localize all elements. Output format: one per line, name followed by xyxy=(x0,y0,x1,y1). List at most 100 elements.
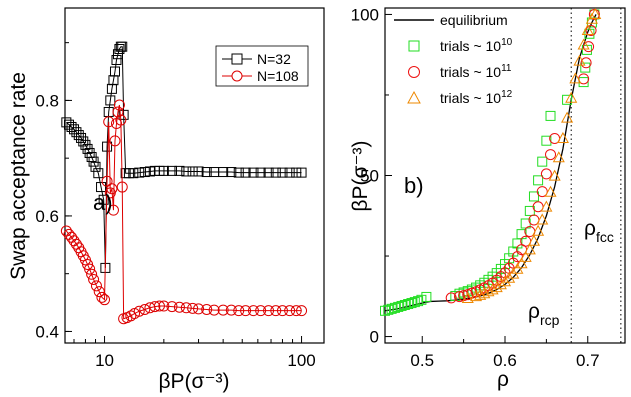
panel-a-swap-acceptance: 10 100 0.4 0.6 0.8 a) βP(σ⁻³) Swap acceptanc… xyxy=(7,7,325,393)
series-n108-point xyxy=(153,300,165,312)
series-trials-1e11-point xyxy=(583,41,595,53)
series-n108-point xyxy=(103,116,115,128)
series-equilibrium-line xyxy=(384,14,597,312)
panel-b-equation-of-state: 0.5 0.6 0.7 0 50 100 b) ρ βP(σ⁻³) ρrcp ρfcc e… xyxy=(349,5,626,391)
series-trials-1e12-point xyxy=(540,200,553,212)
panel-b-y-tick-label: 0 xyxy=(370,328,379,347)
series-trials-1e12-point xyxy=(494,278,507,290)
series-n32-point xyxy=(134,167,145,178)
series-n108-point xyxy=(84,263,96,275)
series-trials-1e12-point xyxy=(461,292,474,304)
legend-trials-1e11-marker xyxy=(408,66,420,78)
series-trials-1e11-point xyxy=(536,186,548,198)
series-n108-point xyxy=(263,305,275,317)
series-n108-point xyxy=(93,286,105,298)
series-trials-1e12-point xyxy=(532,224,545,236)
series-n108-point xyxy=(166,301,178,313)
panel-a-y-tick-label: 0.8 xyxy=(35,91,59,110)
series-n32-point xyxy=(117,41,128,52)
series-trials-1e10-point xyxy=(584,28,595,39)
series-trials-1e10-point xyxy=(399,299,410,310)
series-trials-1e12-point xyxy=(519,250,532,262)
series-trials-1e10-point xyxy=(383,304,394,315)
series-trials-1e12-point xyxy=(548,169,561,181)
series-trials-1e11-point xyxy=(495,271,507,283)
series-n108-point xyxy=(255,305,267,317)
series-trials-1e12-point xyxy=(503,271,516,283)
series-n108-point xyxy=(90,280,102,292)
series-n32-point xyxy=(90,161,101,172)
panel-b-y-tick-label: 50 xyxy=(360,167,379,186)
series-n32-point xyxy=(187,166,198,177)
series-n108-point xyxy=(225,304,237,316)
legend-trials-1e10-marker xyxy=(408,40,420,52)
panel-a-x-tick-label: 10 xyxy=(95,351,114,370)
series-trials-1e12-point xyxy=(573,54,586,66)
series-n108-point xyxy=(139,304,151,315)
series-trials-1e12-point xyxy=(498,275,512,287)
series-trials-1e12-point xyxy=(490,281,503,293)
series-n32-point xyxy=(105,95,116,106)
series-n108-point xyxy=(193,303,205,315)
series-trials-1e10-point xyxy=(562,94,573,105)
series-n108-point xyxy=(270,305,282,317)
panel-b-y-tick-label: 100 xyxy=(351,5,379,24)
series-n108-point xyxy=(115,114,127,126)
series-n108-point xyxy=(106,183,118,195)
series-trials-1e10-point xyxy=(406,298,417,309)
series-trials-1e12-point xyxy=(589,7,602,19)
panel-b-legend: equilibrium trials ~ 1010 trials ~ 1011 … xyxy=(394,12,513,106)
series-n32-point xyxy=(218,167,229,178)
panel-a-y-axis-title: Swap acceptance rate xyxy=(7,72,30,280)
series-n32-point xyxy=(93,168,104,179)
series-n108-point xyxy=(240,305,252,317)
panel-b-x-tick-label: 0.7 xyxy=(576,351,600,370)
series-trials-1e10-point xyxy=(409,297,420,308)
series-n32-point xyxy=(158,165,169,176)
series-n32-point xyxy=(277,167,288,178)
series-n108-point xyxy=(208,304,220,316)
series-n108-point xyxy=(88,273,100,285)
panel-b-ticks: 0.5 0.6 0.7 0 50 100 xyxy=(351,5,600,370)
series-trials-1e12-point xyxy=(569,72,582,84)
series-trials-1e10-point xyxy=(396,300,407,311)
panel-b-y-axis-title: βP(σ⁻³) xyxy=(349,140,372,211)
series-trials-1e10-point xyxy=(524,205,535,216)
series-trials-1e11-point xyxy=(585,25,597,37)
series-n32-point xyxy=(263,167,274,178)
series-trials-1e10-point xyxy=(389,302,400,313)
series-n108-point xyxy=(290,305,302,317)
series-n108-point xyxy=(107,204,119,216)
panel-a-x-tick-label: 100 xyxy=(287,351,315,370)
series-trials-1e11-point xyxy=(445,292,457,304)
series-n32-point xyxy=(96,182,107,193)
series-n32-point xyxy=(174,165,185,176)
legend-trials-1e12-label: trials ~ 1012 xyxy=(440,89,513,106)
legend-n108-marker xyxy=(231,70,243,82)
series-n32-point xyxy=(128,168,139,179)
series-n32-point xyxy=(88,156,99,167)
panel-a-legend-box xyxy=(215,45,309,87)
series-n32-point xyxy=(296,167,307,178)
series-n32-point xyxy=(109,66,120,77)
panel-b-series xyxy=(380,7,602,316)
series-n32-point xyxy=(102,141,113,152)
series-trials-1e12-point xyxy=(515,257,528,269)
legend-n32-marker xyxy=(231,53,243,65)
series-n108-point xyxy=(99,294,111,306)
panel-a-series xyxy=(60,41,308,325)
panel-a-y-tick-label: 0.6 xyxy=(35,207,59,226)
series-n108-point xyxy=(180,302,192,314)
series-trials-1e11-point xyxy=(545,149,557,161)
legend-trials-1e10-label: trials ~ 1010 xyxy=(440,37,513,54)
panel-a-y-tick-label: 0.4 xyxy=(35,322,59,341)
series-trials-1e12-point xyxy=(482,285,495,297)
series-n32-point xyxy=(226,167,237,178)
series-trials-1e11-point xyxy=(580,57,592,69)
panel-b-x-tick-label: 0.6 xyxy=(493,351,517,370)
series-n108-point xyxy=(96,291,108,303)
series-n32-point xyxy=(248,167,259,178)
series-n108-point xyxy=(247,305,259,317)
panel-a-label: a) xyxy=(93,190,113,215)
series-n32-point xyxy=(166,165,177,176)
